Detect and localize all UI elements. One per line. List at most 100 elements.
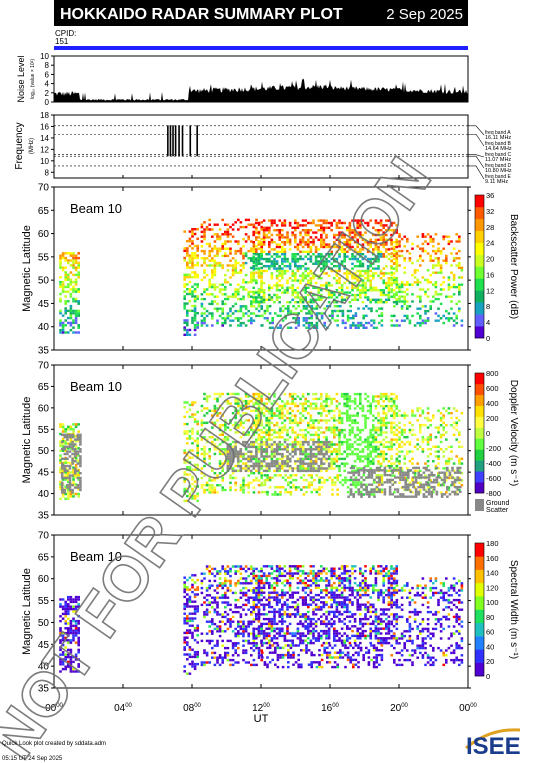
ground-scatter-cell	[378, 481, 381, 484]
ground-scatter-cell	[309, 462, 313, 465]
heatmap-cell	[59, 300, 62, 303]
heatmap-cell	[252, 245, 256, 248]
ground-scatter-cell	[231, 448, 235, 451]
heatmap-cell	[320, 440, 323, 444]
heatmap-cell	[229, 481, 232, 484]
heatmap-cell	[291, 284, 294, 287]
ground-scatter-cell	[73, 486, 77, 489]
heatmap-cell	[356, 428, 359, 432]
heatmap-cell	[257, 409, 261, 413]
heatmap-cell	[361, 238, 365, 241]
ground-scatter-cell	[446, 476, 449, 479]
heatmap-cell	[273, 257, 276, 261]
heatmap-cell	[369, 286, 372, 289]
heatmap-cell	[273, 301, 276, 304]
heatmap-cell	[340, 291, 344, 294]
heatmap-cell	[354, 476, 358, 479]
heatmap-cell	[221, 474, 224, 477]
heatmap-cell	[445, 235, 448, 238]
heatmap-cell	[203, 397, 206, 400]
heatmap-cell	[294, 272, 297, 275]
heatmap-cell	[288, 277, 292, 280]
heatmap-cell	[218, 404, 222, 408]
ground-scatter-cell	[73, 472, 77, 475]
heatmap-cell	[229, 319, 232, 322]
heatmap-cell	[291, 269, 294, 273]
heatmap-cell	[331, 317, 334, 320]
heatmap-cell	[421, 412, 425, 415]
heatmap-cell	[335, 250, 339, 253]
ground-scatter-cell	[66, 436, 69, 439]
ground-scatter-cell	[229, 464, 232, 468]
ground-scatter-cell	[73, 455, 77, 458]
heatmap-cell	[455, 424, 458, 427]
heatmap-cell	[64, 302, 67, 305]
heatmap-cell	[270, 438, 274, 441]
heatmap-cell	[288, 412, 292, 415]
heatmap-cell	[213, 273, 217, 277]
heatmap-cell	[372, 426, 375, 429]
heatmap-cell	[320, 253, 323, 256]
heatmap-cell	[278, 414, 281, 417]
heatmap-cell	[186, 461, 189, 464]
heatmap-cell	[346, 309, 350, 313]
heatmap-cell	[72, 466, 75, 469]
heatmap-cell	[327, 221, 331, 225]
heatmap-cell	[349, 478, 352, 482]
heatmap-cell	[382, 421, 385, 425]
heatmap-cell	[312, 243, 315, 246]
heatmap-cell	[437, 319, 440, 322]
ground-scatter-cell	[257, 469, 261, 473]
heatmap-cell	[372, 248, 375, 251]
heatmap-cell	[439, 419, 443, 422]
heatmap-cell	[218, 392, 222, 396]
ground-scatter-cell	[433, 473, 436, 477]
heatmap-cell	[393, 414, 396, 417]
heatmap-cell	[447, 276, 451, 279]
heatmap-cell	[340, 236, 344, 239]
heatmap-cell	[203, 474, 206, 477]
heatmap-cell	[247, 223, 250, 226]
freq-ytick-label: 10	[40, 157, 49, 166]
heatmap-cell	[221, 488, 224, 492]
ground-scatter-cell	[404, 473, 407, 477]
heatmap-cell	[283, 272, 287, 275]
heatmap-cell	[395, 464, 399, 468]
heatmap-cell	[218, 452, 222, 456]
ground-scatter-cell	[327, 440, 331, 444]
heatmap-cell	[299, 416, 302, 420]
heatmap-cell	[257, 291, 261, 294]
heatmap-cell	[191, 497, 194, 500]
heatmap-cell	[252, 319, 256, 322]
heatmap-cell	[252, 248, 255, 251]
heatmap-cell	[301, 301, 305, 304]
ground-scatter-cell	[433, 488, 436, 491]
heatmap-cell	[242, 421, 245, 424]
heatmap-cell	[403, 414, 406, 417]
heatmap-cell	[390, 224, 393, 227]
heatmap-cell	[252, 267, 255, 270]
heatmap-cell	[364, 426, 367, 429]
heatmap-cell	[312, 241, 315, 244]
heatmap-cell	[382, 412, 385, 415]
heatmap-cell	[312, 219, 315, 222]
heatmap-cell	[432, 283, 435, 286]
heatmap-cell	[286, 460, 289, 463]
heatmap-cell	[348, 424, 352, 427]
heatmap-cell	[275, 281, 279, 285]
ground-scatter-cell	[60, 448, 64, 451]
heatmap-cell	[392, 267, 396, 270]
heatmap-cell	[74, 300, 78, 303]
heatmap-cell	[416, 307, 419, 310]
heatmap-cell	[392, 400, 396, 403]
heatmap-cell	[216, 264, 219, 267]
heatmap-cell	[419, 321, 422, 325]
ground-scatter-cell	[286, 457, 289, 461]
heatmap-cell	[366, 455, 370, 458]
heatmap-cell	[455, 455, 458, 458]
freq-band-connector	[468, 133, 485, 147]
ground-scatter-cell	[349, 483, 353, 486]
heatmap-cell	[366, 269, 370, 273]
heatmap-cell	[292, 317, 295, 320]
heatmap-cell	[61, 328, 65, 332]
